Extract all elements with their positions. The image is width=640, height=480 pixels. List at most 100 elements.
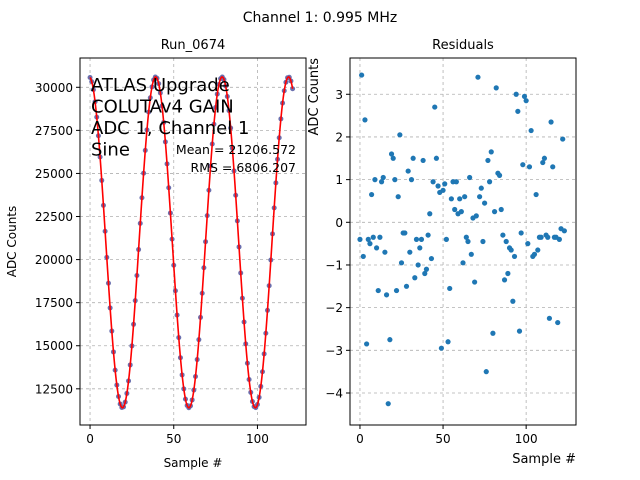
residual-point — [415, 262, 421, 268]
residual-point — [540, 159, 546, 166]
residual-point — [390, 155, 396, 161]
residual-point — [528, 127, 534, 134]
residual-point — [518, 230, 524, 236]
residual-point — [447, 285, 453, 292]
annotation-line-3: ADC 1, Channel 1 — [91, 118, 249, 139]
y-tick-label: 20000 — [35, 253, 73, 267]
residual-point — [360, 253, 366, 260]
residual-point — [491, 209, 498, 215]
residual-point — [556, 236, 562, 242]
residual-point — [460, 260, 466, 266]
fit-panel-series — [87, 74, 296, 411]
residual-point — [482, 200, 488, 206]
residual-point — [541, 155, 548, 161]
residual-point — [483, 369, 489, 375]
residual-point — [420, 157, 426, 164]
residual-point — [373, 245, 380, 251]
residual-point — [548, 119, 554, 125]
residual-point — [395, 194, 401, 200]
residual-point — [433, 155, 440, 161]
y-tick-label: 0 — [335, 216, 343, 230]
residual-point — [535, 247, 541, 253]
residual-point — [523, 98, 529, 104]
residual-point — [468, 251, 474, 257]
y-tick-label: −4 — [325, 386, 343, 400]
residual-point — [365, 236, 371, 242]
residual-point — [463, 234, 469, 240]
y-tick-label: 12500 — [35, 382, 73, 396]
residual-point — [398, 260, 405, 266]
residual-point — [520, 162, 526, 168]
y-tick-label: 2 — [335, 130, 343, 144]
y-tick-label: 15000 — [35, 339, 73, 353]
residual-point — [526, 164, 533, 170]
mean-annotation: Mean = 21206.572 — [176, 142, 296, 157]
residual-point — [427, 211, 433, 217]
residual-point — [510, 298, 516, 304]
residual-point — [388, 151, 395, 157]
residuals-panel-y-axis-label: ADC Counts — [307, 58, 322, 136]
residual-point — [508, 247, 514, 253]
residual-point — [498, 206, 504, 213]
residual-point — [490, 330, 496, 336]
y-tick-label: −1 — [325, 258, 343, 272]
x-tick-label: 100 — [515, 432, 538, 446]
residual-point — [457, 196, 463, 202]
residual-point — [430, 179, 436, 185]
residual-point — [546, 315, 553, 321]
residual-point — [453, 179, 459, 185]
residual-point — [440, 187, 446, 193]
figure-suptitle: Channel 1: 0.995 MHz — [243, 10, 398, 26]
residual-point — [533, 191, 539, 198]
fit-panel-frame — [79, 57, 307, 426]
residual-point — [442, 181, 448, 187]
residual-point — [382, 249, 388, 255]
residual-point — [496, 172, 503, 178]
residual-point — [448, 196, 454, 202]
residual-point — [538, 234, 544, 240]
residual-point — [515, 108, 521, 114]
fit-panel-y-axis-label: ADC Counts — [5, 206, 19, 278]
fit-panel: 0 50 100 12500 15000 17500 20000 22500 25000 2750… — [5, 38, 307, 470]
fit-panel-ticks: 0 50 100 12500 15000 17500 20000 22500 25000 2750… — [35, 81, 269, 446]
residual-point — [380, 174, 386, 181]
residual-point — [561, 228, 567, 234]
residual-point — [367, 241, 373, 247]
residual-point — [410, 155, 416, 161]
x-tick-label: 0 — [356, 432, 364, 446]
residual-point — [423, 266, 430, 272]
fit-panel-x-axis-label: Sample # — [164, 456, 223, 470]
residual-point — [475, 74, 481, 80]
residual-point — [393, 287, 400, 294]
residual-point — [435, 183, 441, 189]
residual-point — [472, 279, 478, 285]
annotation-line-2: COLUTAv4 GAIN — [91, 97, 234, 118]
residual-point — [359, 72, 365, 78]
residual-point — [443, 236, 449, 242]
residual-point — [422, 270, 428, 277]
residuals-panel-grid — [350, 58, 576, 425]
residual-point — [486, 179, 493, 185]
residual-point — [560, 136, 566, 142]
residual-point — [375, 287, 381, 294]
residual-point — [428, 255, 435, 262]
residual-point — [413, 236, 420, 242]
y-tick-label: 27500 — [35, 124, 73, 138]
residual-point — [438, 345, 444, 351]
x-tick-label: 50 — [166, 432, 181, 446]
residual-point — [473, 213, 479, 219]
residuals-panel-title: Residuals — [432, 38, 494, 53]
residual-point — [417, 245, 423, 251]
residual-point — [505, 270, 511, 277]
residual-point — [383, 292, 390, 298]
residual-point — [402, 230, 408, 236]
residual-point — [503, 238, 509, 245]
residual-point — [545, 234, 551, 240]
residual-point — [550, 164, 556, 170]
residual-point — [403, 283, 410, 289]
residuals-panel-ticks: 0 50 100 −4 −3 −2 −1 0 1 2 3 — [325, 88, 537, 446]
y-tick-label: 30000 — [35, 81, 73, 95]
residual-point — [511, 253, 518, 260]
residual-point — [369, 191, 375, 198]
